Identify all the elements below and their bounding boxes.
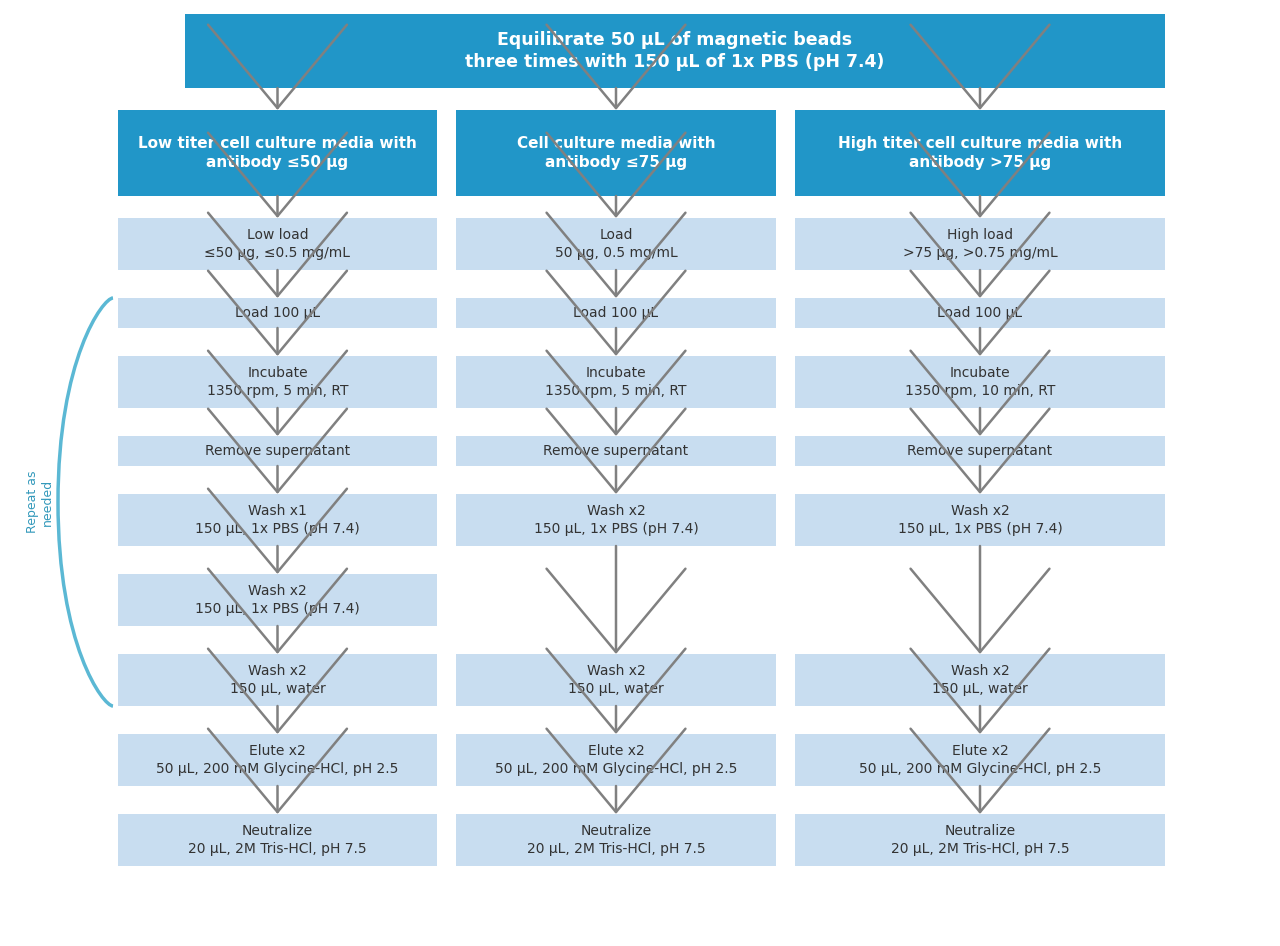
Bar [795, 734, 1165, 786]
Text: Elute x2
50 μL, 200 mM Glycine-HCl, pH 2.5: Elute x2 50 μL, 200 mM Glycine-HCl, pH 2… [495, 745, 737, 776]
Bar [118, 734, 436, 786]
Bar [456, 110, 776, 196]
Bar [795, 218, 1165, 270]
Text: Neutralize
20 μL, 2M Tris-HCl, pH 7.5: Neutralize 20 μL, 2M Tris-HCl, pH 7.5 [526, 824, 705, 856]
Bar [118, 356, 436, 408]
Bar [456, 298, 776, 328]
Text: Load 100 μL: Load 100 μL [236, 306, 320, 320]
Bar [118, 654, 436, 706]
Bar [456, 436, 776, 466]
Text: Load 100 μL: Load 100 μL [937, 306, 1023, 320]
Text: Wash x2
150 μL, water: Wash x2 150 μL, water [229, 664, 325, 696]
FancyArrowPatch shape [99, 287, 110, 299]
Text: Remove supernatant: Remove supernatant [205, 444, 349, 458]
Bar [456, 654, 776, 706]
Text: Wash x2
150 μL, water: Wash x2 150 μL, water [568, 664, 664, 696]
Text: Elute x2
50 μL, 200 mM Glycine-HCl, pH 2.5: Elute x2 50 μL, 200 mM Glycine-HCl, pH 2… [859, 745, 1101, 776]
Bar [118, 298, 436, 328]
Text: Incubate
1350 rpm, 5 min, RT: Incubate 1350 rpm, 5 min, RT [207, 366, 348, 398]
Text: Cell culture media with
antibody ≤75 μg: Cell culture media with antibody ≤75 μg [517, 136, 716, 170]
Text: Wash x2
150 μL, water: Wash x2 150 μL, water [932, 664, 1028, 696]
Bar [186, 14, 1165, 88]
Text: High load
>75 μg, >0.75 mg/mL: High load >75 μg, >0.75 mg/mL [902, 228, 1057, 260]
Bar [456, 218, 776, 270]
Bar [795, 110, 1165, 196]
Text: Load 100 μL: Load 100 μL [573, 306, 659, 320]
Bar [118, 814, 436, 866]
Bar [795, 356, 1165, 408]
Bar [795, 436, 1165, 466]
Text: Wash x2
150 μL, 1x PBS (pH 7.4): Wash x2 150 μL, 1x PBS (pH 7.4) [897, 504, 1062, 536]
Bar [456, 494, 776, 546]
Bar [456, 734, 776, 786]
Bar [456, 356, 776, 408]
Bar [118, 494, 436, 546]
Bar [118, 110, 436, 196]
Text: High titer cell culture media with
antibody >75 μg: High titer cell culture media with antib… [838, 136, 1123, 170]
Bar [795, 814, 1165, 866]
Text: Wash x2
150 μL, 1x PBS (pH 7.4): Wash x2 150 μL, 1x PBS (pH 7.4) [534, 504, 699, 536]
Text: Repeat as
needed: Repeat as needed [26, 471, 54, 534]
Text: Low load
≤50 μg, ≤0.5 mg/mL: Low load ≤50 μg, ≤0.5 mg/mL [205, 228, 351, 260]
Text: Remove supernatant: Remove supernatant [544, 444, 689, 458]
Bar [118, 218, 436, 270]
Text: Neutralize
20 μL, 2M Tris-HCl, pH 7.5: Neutralize 20 μL, 2M Tris-HCl, pH 7.5 [188, 824, 367, 856]
Text: Wash x2
150 μL, 1x PBS (pH 7.4): Wash x2 150 μL, 1x PBS (pH 7.4) [195, 584, 360, 616]
Bar [118, 436, 436, 466]
Text: Neutralize
20 μL, 2M Tris-HCl, pH 7.5: Neutralize 20 μL, 2M Tris-HCl, pH 7.5 [891, 824, 1069, 856]
Text: Remove supernatant: Remove supernatant [908, 444, 1052, 458]
Bar [795, 298, 1165, 328]
Text: Incubate
1350 rpm, 5 min, RT: Incubate 1350 rpm, 5 min, RT [545, 366, 687, 398]
Bar [456, 814, 776, 866]
Text: Incubate
1350 rpm, 10 min, RT: Incubate 1350 rpm, 10 min, RT [905, 366, 1055, 398]
Bar [795, 654, 1165, 706]
Text: Wash x1
150 μL, 1x PBS (pH 7.4): Wash x1 150 μL, 1x PBS (pH 7.4) [195, 504, 360, 536]
Text: Elute x2
50 μL, 200 mM Glycine-HCl, pH 2.5: Elute x2 50 μL, 200 mM Glycine-HCl, pH 2… [156, 745, 398, 776]
Text: Equilibrate 50 μL of magnetic beads
three times with 150 μL of 1x PBS (pH 7.4): Equilibrate 50 μL of magnetic beads thre… [466, 30, 884, 72]
Text: Low titer cell culture media with
antibody ≤50 μg: Low titer cell culture media with antibo… [138, 136, 417, 170]
Text: Load
50 μg, 0.5 mg/mL: Load 50 μg, 0.5 mg/mL [554, 228, 677, 260]
Bar [118, 574, 436, 626]
Bar [795, 494, 1165, 546]
